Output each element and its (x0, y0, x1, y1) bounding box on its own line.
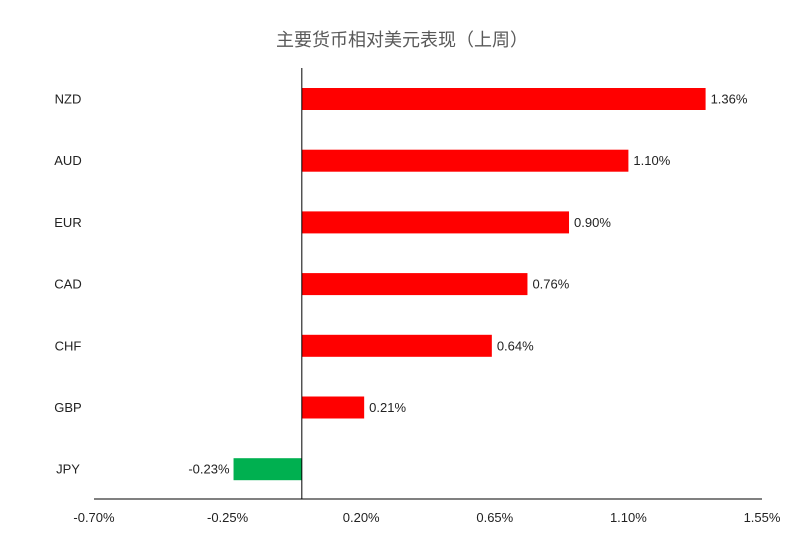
data-label-nzd: 1.36% (711, 92, 748, 107)
bar-aud (301, 149, 629, 172)
data-label-aud: 1.10% (633, 153, 670, 168)
chart-title: 主要货币相对美元表现（上周） (276, 30, 528, 51)
data-label-cad: 0.76% (532, 277, 569, 292)
x-tick-label: 1.55% (744, 510, 781, 525)
bar-cad (301, 273, 528, 296)
category-label-chf: CHF (55, 338, 82, 353)
bar-gbp (301, 396, 365, 419)
x-tick-label: 1.10% (610, 510, 647, 525)
bar-nzd (301, 88, 706, 110)
bar-jpy (233, 458, 302, 481)
data-label-chf: 0.64% (497, 338, 534, 353)
data-label-eur: 0.90% (574, 215, 611, 230)
x-tick-label: 0.65% (476, 510, 513, 525)
bar-chf (301, 334, 492, 357)
category-label-gbp: GBP (54, 400, 81, 415)
x-tick-label: -0.25% (207, 510, 249, 525)
category-label-cad: CAD (54, 277, 81, 292)
category-label-aud: AUD (54, 153, 81, 168)
data-label-jpy: -0.23% (188, 462, 230, 477)
category-label-nzd: NZD (55, 92, 82, 107)
category-label-eur: EUR (54, 215, 81, 230)
category-label-jpy: JPY (56, 462, 80, 477)
bar-eur (301, 211, 570, 234)
data-label-gbp: 0.21% (369, 400, 406, 415)
x-tick-label: 0.20% (343, 510, 380, 525)
x-tick-label: -0.70% (73, 510, 115, 525)
